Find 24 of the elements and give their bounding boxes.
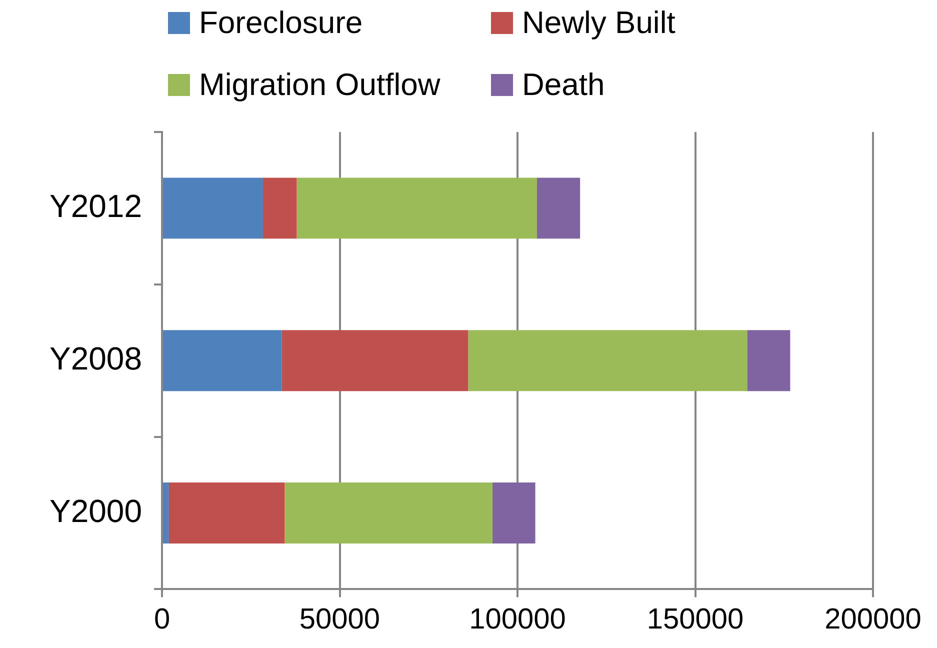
x-tick-label: 150000 xyxy=(646,604,744,636)
x-tick-label: 50000 xyxy=(299,604,380,636)
bar xyxy=(747,330,790,392)
y-tick-label: Y2008 xyxy=(49,340,142,376)
bar xyxy=(282,330,468,392)
bar xyxy=(168,482,285,544)
bar xyxy=(163,482,168,544)
bar xyxy=(163,178,263,239)
legend-label: Newly Built xyxy=(522,5,676,41)
y-tick-label: Y2012 xyxy=(49,188,142,224)
legend-label: Foreclosure xyxy=(199,5,363,41)
x-tick-label: 200000 xyxy=(824,604,922,636)
bar xyxy=(296,178,537,239)
x-tick-label: 0 xyxy=(154,604,170,636)
bar xyxy=(284,482,492,544)
bar xyxy=(468,330,748,392)
y-tick-label: Y2000 xyxy=(49,492,142,529)
x-tick-label: 100000 xyxy=(469,604,566,636)
bar xyxy=(492,482,536,544)
bar xyxy=(536,178,580,239)
legend-label: Death xyxy=(522,67,605,103)
bar xyxy=(163,330,282,392)
legend-label: Migration Outflow xyxy=(199,67,440,103)
bar xyxy=(262,178,297,239)
